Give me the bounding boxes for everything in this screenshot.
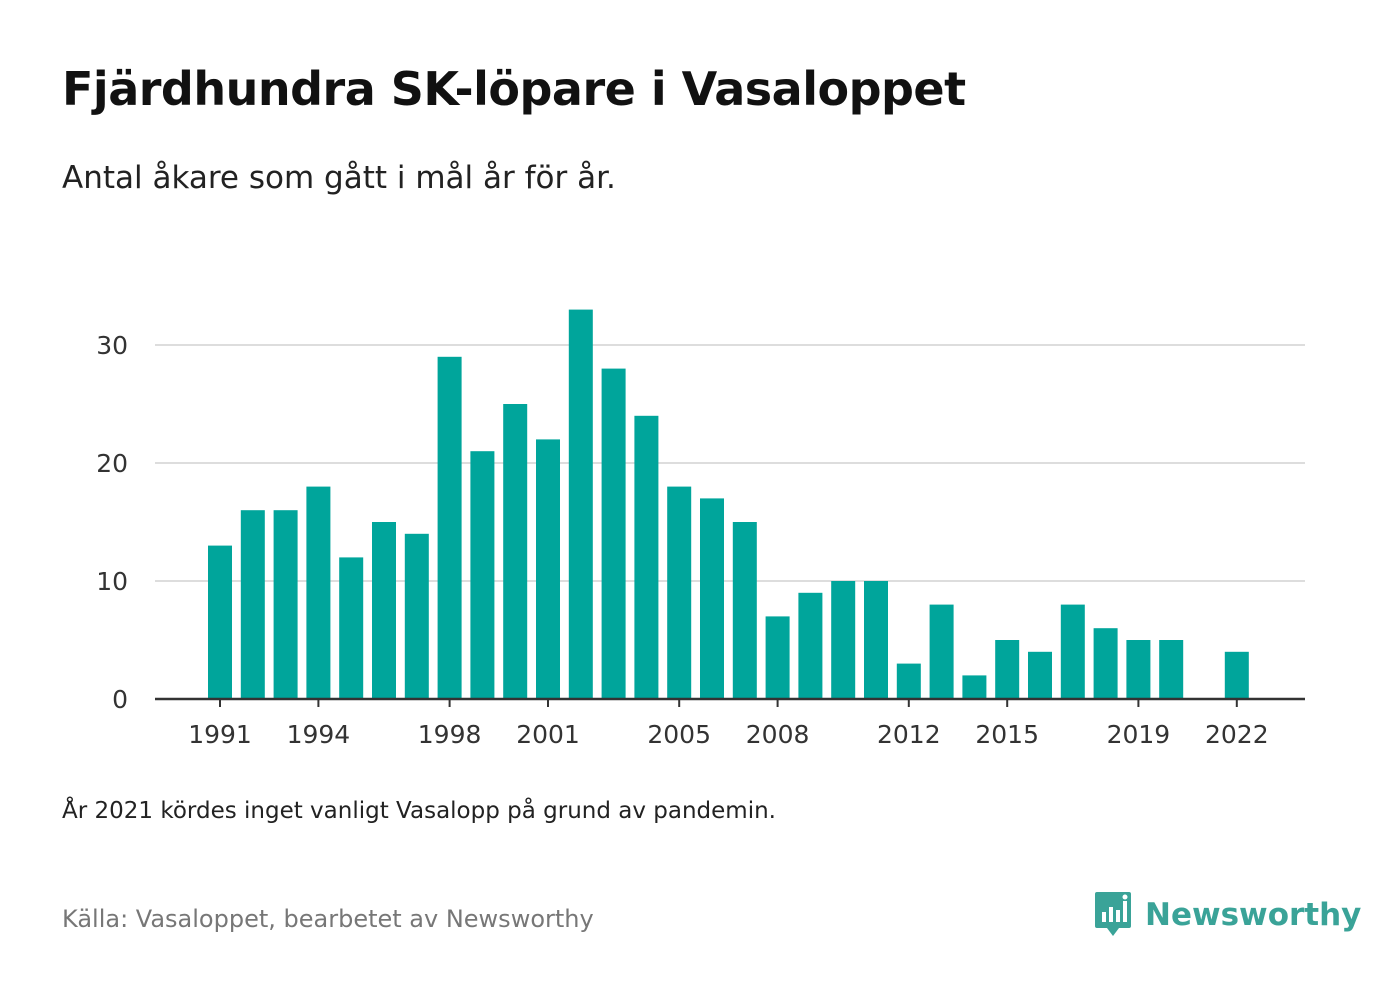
bar-2005 <box>667 486 692 699</box>
bar-1992 <box>240 510 265 699</box>
bars <box>155 309 1305 701</box>
chart-note: År 2021 kördes inget vanligt Vasalopp på… <box>62 798 776 824</box>
x-tick-label: 2012 <box>877 720 941 749</box>
bar-2018 <box>1093 628 1118 699</box>
bar-1995 <box>339 557 364 699</box>
bar-2012 <box>896 663 921 699</box>
bar-2002 <box>568 309 593 699</box>
y-tick-label: 20 <box>96 449 128 478</box>
bar-2016 <box>1028 651 1052 699</box>
bar-2003 <box>601 368 626 699</box>
bar-1999 <box>470 451 495 699</box>
bar-1994 <box>306 486 331 699</box>
source-text: Källa: Vasaloppet, bearbetet av Newswort… <box>62 905 594 933</box>
chart-subtitle: Antal åkare som gått i mål år för år. <box>62 160 616 196</box>
bar-2006 <box>700 498 724 699</box>
bar-1998 <box>437 356 462 699</box>
x-tick-label: 2005 <box>647 720 711 749</box>
x-tick-label: 2008 <box>746 720 810 749</box>
y-tick-label: 0 <box>112 685 128 714</box>
brand-name: Newsworthy <box>1145 897 1362 933</box>
bar-1993 <box>273 510 298 699</box>
bar-2008 <box>765 616 790 699</box>
bar-2004 <box>634 415 659 699</box>
x-tick-label: 2015 <box>975 720 1039 749</box>
bar-2022 <box>1224 651 1249 699</box>
x-axis-ticks: 1991 1994 1998 2001 2005 2008 2012 2015 2019 2022 <box>188 699 1269 749</box>
y-axis-ticks: 0 10 20 30 <box>96 331 128 714</box>
chart-title: Fjärdhundra SK-löpare i Vasaloppet <box>62 62 966 116</box>
brand-logo: Newsworthy <box>1093 890 1361 940</box>
x-tick-label: 1998 <box>418 720 482 749</box>
bar-2009 <box>798 592 823 699</box>
bar-1996 <box>372 522 396 699</box>
bar-2007 <box>732 522 757 699</box>
bar-chart: 0 10 20 30 1991 1994 1998 2001 2005 2008 2012 2015… <box>96 309 1305 749</box>
newsworthy-logo-icon <box>1095 892 1131 936</box>
bar-2019 <box>1126 640 1151 699</box>
bar-2020 <box>1159 640 1184 699</box>
bar-2010 <box>831 581 856 699</box>
bar-2014 <box>962 675 987 699</box>
x-tick-label: 1991 <box>188 720 252 749</box>
bar-2013 <box>929 604 954 699</box>
y-tick-label: 30 <box>96 331 128 360</box>
x-tick-label: 1994 <box>287 720 351 749</box>
bar-2017 <box>1060 604 1085 699</box>
bar-2001 <box>536 439 560 699</box>
x-tick-label: 2001 <box>516 720 580 749</box>
bar-1997 <box>404 533 429 699</box>
bar-2015 <box>995 640 1020 699</box>
x-tick-label: 2022 <box>1205 720 1269 749</box>
x-tick-label: 2019 <box>1107 720 1171 749</box>
bar-2000 <box>503 404 528 699</box>
bar-2011 <box>864 581 888 699</box>
y-tick-label: 10 <box>96 567 128 596</box>
bar-1991 <box>208 545 232 699</box>
